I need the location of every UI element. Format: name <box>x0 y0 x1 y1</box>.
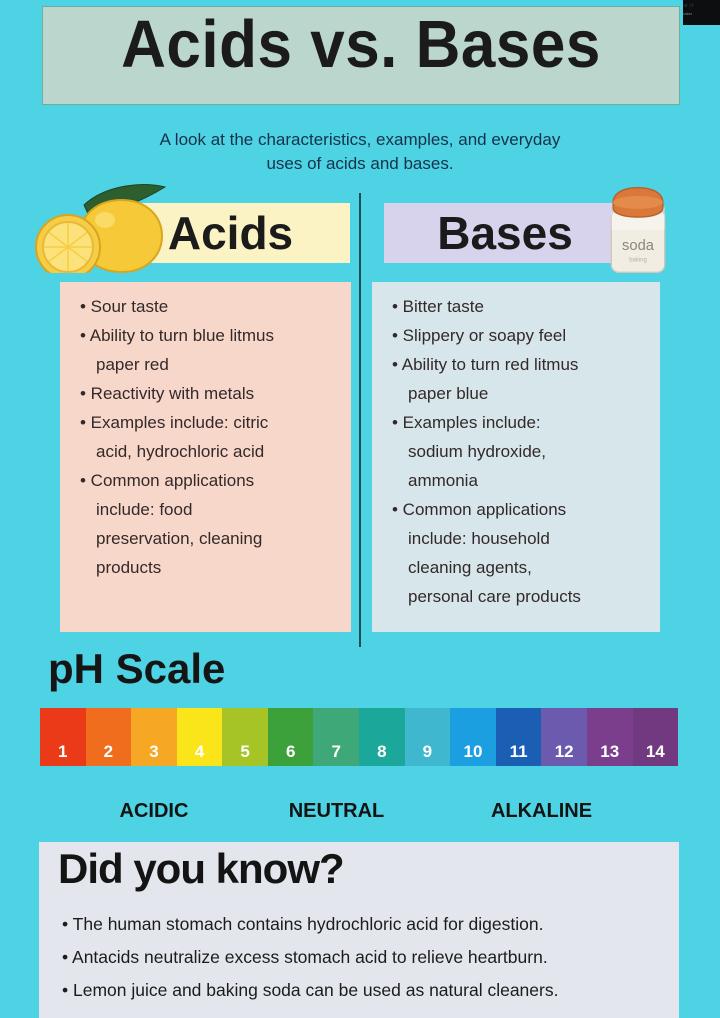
svg-text:soda: soda <box>622 238 655 254</box>
svg-text:baking: baking <box>629 257 647 263</box>
